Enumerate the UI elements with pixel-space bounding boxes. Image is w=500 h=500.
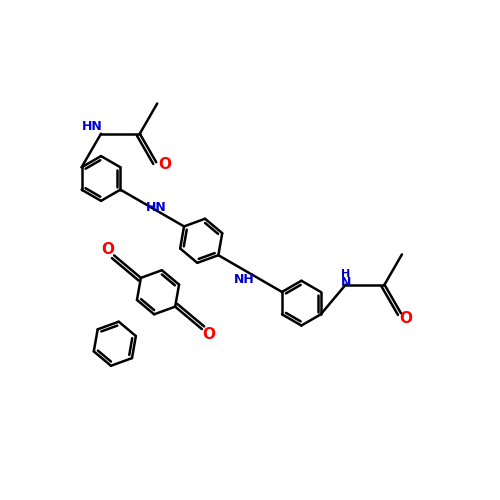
Text: N: N <box>340 276 351 288</box>
Text: HN: HN <box>146 202 167 214</box>
Text: O: O <box>101 242 114 257</box>
Text: O: O <box>202 328 215 342</box>
Text: O: O <box>400 310 412 326</box>
Text: NH: NH <box>234 273 254 286</box>
Text: HN: HN <box>82 120 102 133</box>
Text: H: H <box>341 268 350 278</box>
Text: O: O <box>158 157 172 172</box>
